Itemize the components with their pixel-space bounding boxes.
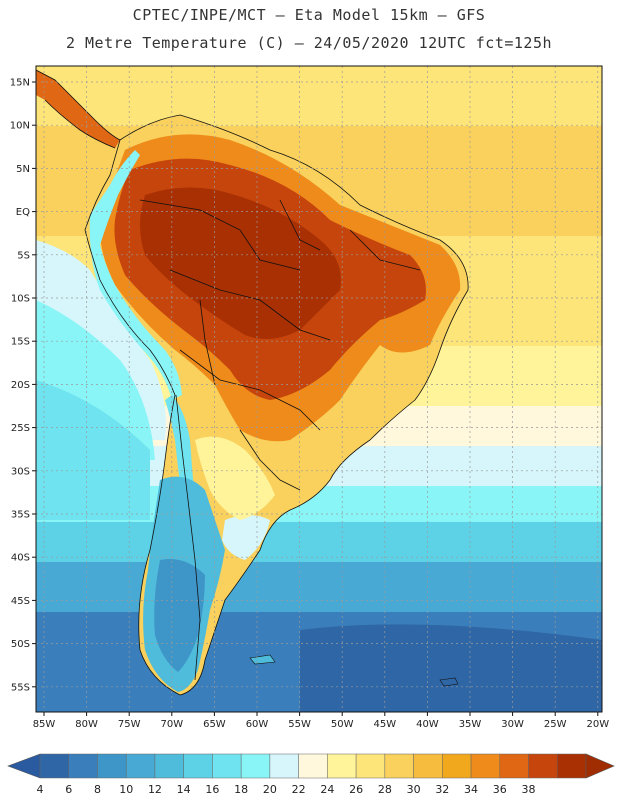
- map-frame: [35, 65, 603, 713]
- ocean-coldest-region: [300, 624, 602, 712]
- colorbar-label: 20: [263, 783, 277, 796]
- colorbar-label: 38: [522, 783, 536, 796]
- ocean-band-colder: [36, 522, 602, 562]
- pacific-colder-zone: [36, 380, 150, 520]
- lon-tick-label: 20W: [586, 719, 609, 730]
- lat-tick-label: 10N: [10, 121, 30, 132]
- colorbar-label: 6: [65, 783, 72, 796]
- lat-tick-label: 40S: [11, 553, 30, 564]
- ocean-band-cold2: [36, 562, 602, 612]
- lon-tick-label: 85W: [33, 719, 56, 730]
- colorbar-label: 28: [378, 783, 392, 796]
- lat-tick-label: 55S: [11, 682, 30, 693]
- lat-tick-label: 25S: [11, 423, 30, 434]
- chart-title: CPTEC/INPE/MCT – Eta Model 15km – GFS: [132, 6, 486, 24]
- argentina-cool-zone: [222, 515, 270, 560]
- lon-tick-label: 30W: [501, 719, 524, 730]
- lon-tick-label: 25W: [544, 719, 567, 730]
- colorbar-swatch: [355, 753, 386, 779]
- colorbar-label: 8: [94, 783, 101, 796]
- lat-tick-label: 45S: [11, 596, 30, 607]
- colorbar-label: 26: [349, 783, 363, 796]
- lon-tick-label: 75W: [118, 719, 141, 730]
- colorbar-high-arrow: [585, 753, 615, 779]
- colorbar-swatch: [269, 753, 299, 779]
- lon-tick-label: 50W: [331, 719, 354, 730]
- ocean-band-north: [36, 66, 602, 126]
- colorbar-label: 34: [464, 783, 478, 796]
- lon-tick-label: 40W: [416, 719, 439, 730]
- lat-tick-label: 30S: [11, 466, 30, 477]
- lat-tick-label: 35S: [11, 510, 30, 521]
- lat-tick-label: 15N: [10, 78, 30, 89]
- colorbar-swatch: [442, 753, 472, 779]
- lon-tick-label: 45W: [373, 719, 396, 730]
- south-georgia-island: [439, 677, 459, 687]
- colorbar-label: 10: [119, 783, 133, 796]
- colorbar-low-arrow: [7, 753, 41, 779]
- colorbar-swatch: [413, 753, 443, 779]
- colorbar-swatch: [68, 753, 98, 779]
- colorbar-swatch: [97, 753, 127, 779]
- colorbar-label: 4: [37, 783, 44, 796]
- colorbar-swatch: [298, 753, 328, 779]
- colorbar-label: 18: [234, 783, 248, 796]
- colorbar-swatch: [557, 753, 587, 779]
- colorbar-label: 14: [177, 783, 191, 796]
- lon-tick-label: 60W: [246, 719, 269, 730]
- colorbar-label: 30: [407, 783, 421, 796]
- lat-tick-label: 50S: [11, 639, 30, 650]
- lon-tick-label: 65W: [203, 719, 226, 730]
- colorbar-swatch: [183, 753, 213, 779]
- lat-tick-label: 15S: [11, 337, 30, 348]
- colorbar-label: 12: [148, 783, 162, 796]
- colorbar-label: 32: [435, 783, 449, 796]
- colorbar-swatch: [528, 753, 558, 779]
- colorbar-swatch: [327, 753, 357, 779]
- lat-tick-label: 20S: [11, 380, 30, 391]
- colorbar-swatch: [125, 753, 156, 779]
- argentina-mild-zone: [195, 436, 275, 520]
- lat-tick-label: 5N: [16, 164, 30, 175]
- colorbar-swatch: [154, 753, 184, 779]
- lat-lon-grid: [36, 66, 602, 712]
- colorbar-swatch: [384, 753, 414, 779]
- colorbar-label: 24: [320, 783, 334, 796]
- colorbar-swatch: [240, 753, 271, 779]
- lon-tick-label: 80W: [75, 719, 98, 730]
- colorbar: 4 6 8 10 12 14 16 18 20 22 24 26 28 30 32 34 36 38: [7, 753, 615, 796]
- colorbar-swatch: [39, 753, 69, 779]
- lon-tick-label: 55W: [288, 719, 311, 730]
- lat-tick-label: 5S: [17, 250, 30, 261]
- axis-ticks: 15N 10N 5N EQ 5S 10S 15S 20S 25S 30S 35S 40S 45S 50S 5…: [10, 78, 609, 731]
- central-america-land: [36, 70, 120, 148]
- colorbar-label: 36: [493, 783, 507, 796]
- falkland-islands: [249, 654, 276, 665]
- andes-north-cold-strip: [89, 150, 182, 400]
- lat-tick-label: 10S: [11, 294, 30, 305]
- political-borders: [36, 69, 469, 696]
- colorbar-swatch: [499, 753, 529, 779]
- chart-subtitle: 2 Metre Temperature (C) – 24/05/2020 12U…: [65, 34, 553, 52]
- lon-tick-label: 35W: [459, 719, 482, 730]
- hottest-core: [140, 187, 341, 339]
- colorbar-swatch: [212, 753, 242, 779]
- colorbar-swatch: [470, 753, 501, 779]
- lon-tick-label: 70W: [160, 719, 183, 730]
- lat-tick-label: EQ: [16, 207, 30, 218]
- colorbar-label: 16: [205, 783, 219, 796]
- map-field: [36, 66, 602, 712]
- colorbar-label: 22: [292, 783, 306, 796]
